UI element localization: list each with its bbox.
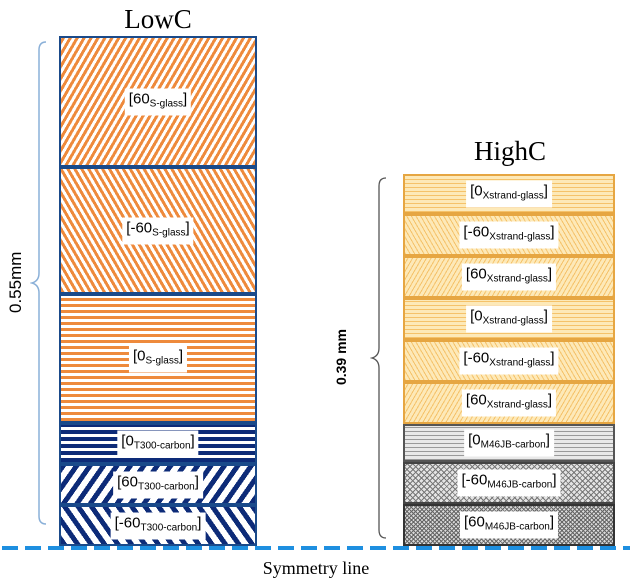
highc-ply: [0M46JB-carbon] (403, 424, 615, 462)
ply-label: [-60Xstrand-glass] (459, 221, 559, 249)
ply-label: [0S-glass] (128, 345, 188, 372)
lowc-title: LowC (124, 4, 192, 34)
highc-ply: [0Xstrand-glass] (403, 298, 615, 340)
lowc-ply: [60T300-carbon] (59, 464, 257, 505)
highc-ply: [0Xstrand-glass] (403, 174, 615, 214)
highc-ply: [60M46JB-carbon] (403, 504, 615, 546)
ply-label: [60S-glass] (124, 88, 192, 115)
ply-label: [0Xstrand-glass] (466, 305, 552, 333)
ply-label: [-60T300-carbon] (110, 512, 206, 539)
lowc-ply: [-60T300-carbon] (59, 505, 257, 546)
ply-label: [60Xstrand-glass] (461, 263, 557, 291)
ply-label: [-60Xstrand-glass] (459, 347, 559, 375)
ply-label: [60T300-carbon] (113, 471, 203, 498)
lowc-ply: [0S-glass] (59, 294, 257, 423)
highc-thickness-label: 0.39 mm (333, 328, 349, 386)
symmetry-line (2, 546, 630, 550)
ply-label: [0M46JB-carbon] (464, 429, 554, 457)
lowc-thickness-brace (30, 41, 47, 525)
highc-ply: [-60M46JB-carbon] (403, 462, 615, 504)
symmetry-line-label: Symmetry line (262, 558, 370, 578)
highc-ply: [60Xstrand-glass] (403, 256, 615, 298)
highc-ply: [-60Xstrand-glass] (403, 340, 615, 382)
ply-label: [0T300-carbon] (117, 430, 199, 457)
ply-label: [0Xstrand-glass] (466, 180, 552, 208)
lowc-thickness-label: 0.55mm (6, 251, 25, 313)
highc-ply: [60Xstrand-glass] (403, 382, 615, 424)
ply-label: [-60S-glass] (122, 217, 194, 244)
ply-label: [-60M46JB-carbon] (457, 469, 561, 497)
highc-ply: [-60Xstrand-glass] (403, 214, 615, 256)
highc-title: HighC (473, 136, 546, 166)
ply-label: [60M46JB-carbon] (459, 511, 559, 539)
lowc-ply: [-60S-glass] (59, 167, 257, 294)
lowc-ply: [60S-glass] (59, 36, 257, 167)
ply-label: [60Xstrand-glass] (461, 389, 557, 417)
lowc-ply: [0T300-carbon] (59, 423, 257, 464)
highc-thickness-brace (370, 177, 387, 539)
